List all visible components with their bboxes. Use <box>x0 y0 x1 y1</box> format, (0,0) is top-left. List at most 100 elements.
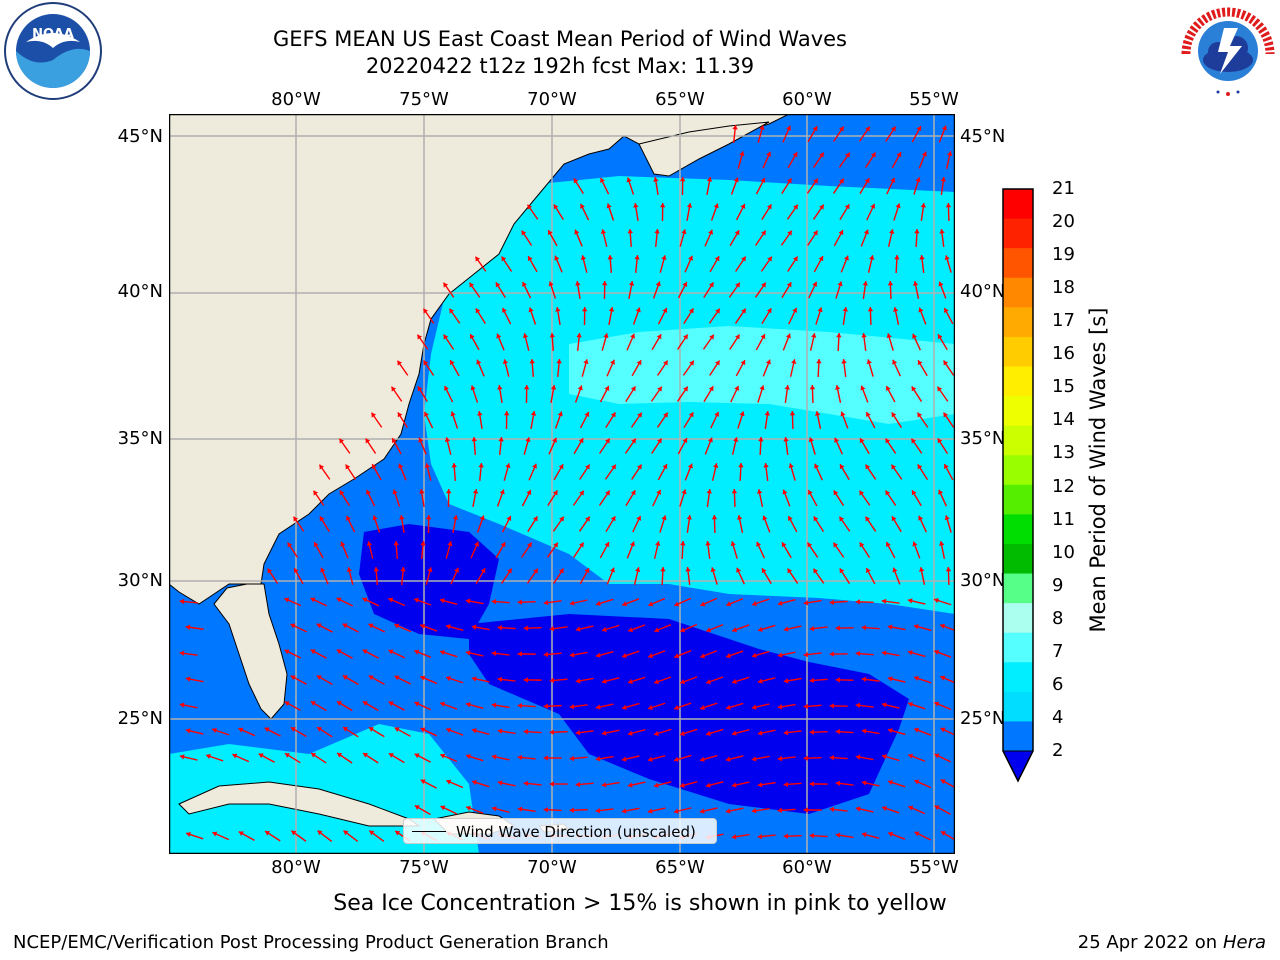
wave-arrow-head <box>420 727 426 733</box>
wave-arrow-head <box>186 831 191 838</box>
credit-date: 25 Apr 2022 on <box>1077 932 1218 953</box>
wave-arrow-head <box>829 755 835 761</box>
wave-arrow-head <box>940 779 946 785</box>
colorbar-tick-label: 6 <box>1052 673 1064 695</box>
wave-arrow-head <box>682 438 688 444</box>
wave-arrow-head <box>835 677 840 683</box>
wave-arrow-head <box>870 203 876 209</box>
wave-arrow-head <box>892 567 898 573</box>
wave-arrow-head <box>710 567 716 573</box>
wave-arrow-head <box>659 203 666 208</box>
wave-arrow-head <box>399 515 405 520</box>
wave-arrow-head <box>627 782 633 788</box>
wave-arrow-head <box>212 831 218 837</box>
wave-arrow-head <box>290 675 296 681</box>
wave-arrow-head <box>892 359 898 365</box>
wave-arrow-head <box>733 177 739 183</box>
wave-arrow-head <box>741 308 746 314</box>
wave-arrow-head <box>524 385 530 390</box>
lat-tick-left: 45°N <box>117 126 163 147</box>
wave-arrow-head <box>812 230 818 236</box>
wave-arrow-head <box>940 831 946 836</box>
wave-arrow-head <box>792 307 798 313</box>
wave-arrow-head <box>558 568 564 574</box>
wave-arrow-head <box>891 516 897 522</box>
wave-arrow-head <box>179 702 185 708</box>
wave-arrow-head <box>581 307 588 312</box>
colorbar-tick-label: 17 <box>1052 310 1075 332</box>
wave-arrow-head <box>575 781 581 788</box>
wave-arrow-head <box>791 359 797 364</box>
wave-arrow-head <box>454 567 459 573</box>
wave-arrow-head <box>865 516 871 522</box>
wave-arrow-head <box>575 626 581 632</box>
wave-arrow-head <box>394 727 400 733</box>
wave-arrow-head <box>503 411 510 416</box>
wave-arrow-head <box>759 125 765 131</box>
wave-arrow-head <box>732 125 738 130</box>
wave-arrow-head <box>290 623 296 629</box>
wave-arrow-head <box>569 755 575 762</box>
wave-arrow-head <box>440 805 446 811</box>
wave-arrow-head <box>595 807 601 814</box>
wave-arrow-head <box>585 464 590 470</box>
wave-arrow-head <box>706 489 712 494</box>
wave-arrow-head <box>185 728 191 734</box>
wave-arrow-head <box>316 675 322 680</box>
wave-arrow-head <box>934 701 940 707</box>
wave-arrow-head <box>944 255 950 261</box>
wave-arrow-head <box>887 624 893 630</box>
wave-arrow-head <box>600 229 607 235</box>
wave-arrow-head <box>751 756 757 762</box>
wave-arrow-head <box>605 438 610 444</box>
wave-arrow-head <box>741 256 746 262</box>
wave-arrow-head <box>756 541 762 547</box>
lon-tick-top: 80°W <box>271 89 321 110</box>
colorbar-swatch <box>1003 691 1033 722</box>
wave-arrow-head <box>866 568 871 574</box>
colorbar-swatch <box>1003 573 1033 604</box>
wave-arrow-head <box>809 833 815 839</box>
wave-arrow-head <box>523 780 529 787</box>
wave-arrow-head <box>284 597 290 603</box>
wave-arrow-head <box>443 334 449 340</box>
wave-arrow-head <box>506 515 512 521</box>
wave-arrow-head <box>708 386 714 392</box>
wave-arrow-head <box>414 753 420 759</box>
wave-arrow-head <box>918 307 924 313</box>
wave-arrow-head <box>844 204 850 210</box>
wave-arrow-head <box>783 729 789 736</box>
wave-arrow-head <box>833 490 839 496</box>
lat-tick-right: 30°N <box>960 570 1006 591</box>
wave-arrow-head <box>655 541 661 546</box>
wave-arrow-head <box>552 490 558 496</box>
wave-arrow-head <box>491 754 497 760</box>
wave-arrow-head <box>621 808 627 814</box>
wave-arrow-head <box>761 568 767 574</box>
wave-arrow-head <box>829 599 835 606</box>
wave-arrow-head <box>809 781 814 787</box>
wave-arrow-head <box>835 780 841 787</box>
wave-arrow-head <box>886 542 891 548</box>
wave-arrow-head <box>470 385 476 391</box>
noaa-logo-text: NOAA <box>32 27 74 42</box>
wave-arrow-head <box>634 255 640 260</box>
colorbar-tick-label: 2 <box>1052 740 1064 761</box>
wave-arrow-head <box>343 727 349 732</box>
wave-arrow-head <box>657 386 662 392</box>
wave-arrow-head <box>552 437 557 443</box>
wave-arrow-head <box>604 542 610 548</box>
colorbar-tick-label: 7 <box>1052 640 1064 662</box>
colorbar-tick-label: 12 <box>1052 475 1075 497</box>
wave-arrow-head <box>595 756 601 762</box>
wave-arrow-head <box>414 701 420 707</box>
wave-arrow-head <box>940 675 946 681</box>
wave-arrow-head <box>446 675 451 682</box>
wave-arrow-head <box>760 334 766 340</box>
wave-arrow-head <box>472 780 477 786</box>
wave-arrow-head <box>763 463 769 468</box>
wave-arrow-head <box>760 177 766 183</box>
wave-arrow-head <box>491 702 497 708</box>
wave-arrow-head <box>681 489 687 495</box>
wave-arrow-head <box>803 703 809 710</box>
